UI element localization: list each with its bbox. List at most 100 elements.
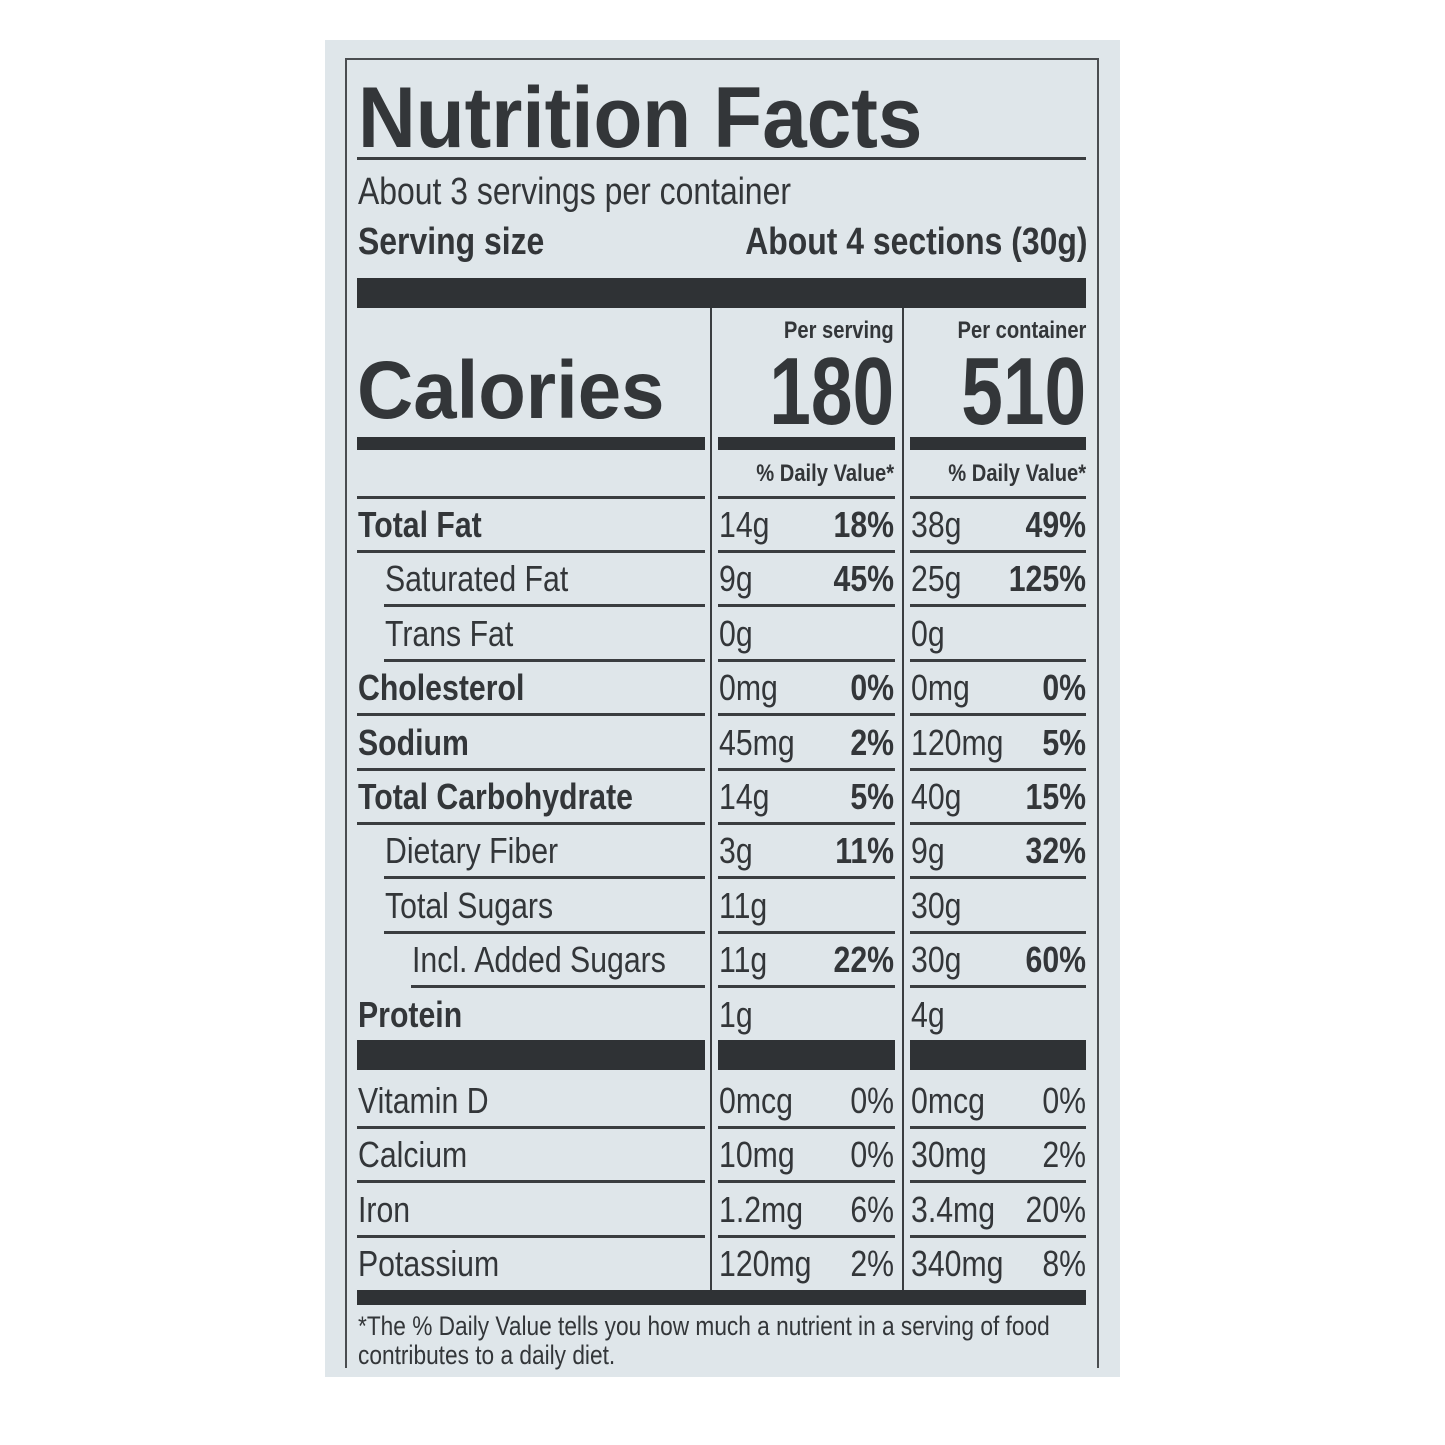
divider bbox=[718, 930, 895, 934]
calories-per-serving: 180 bbox=[718, 344, 894, 440]
serving-daily-value-text: 0% bbox=[850, 1080, 894, 1121]
container-daily-value-text: 8% bbox=[1042, 1243, 1086, 1285]
container-amount: 30mg bbox=[911, 1128, 1001, 1182]
nutrient-label: Total Fat bbox=[358, 498, 505, 552]
per-serving-text: Per serving bbox=[784, 317, 894, 344]
serving-amount: 3g bbox=[719, 824, 759, 878]
serving-amount: 14g bbox=[719, 770, 779, 824]
serving-size-value-text: About 4 sections (30g) bbox=[744, 221, 1087, 263]
container-amount-text: 0mcg bbox=[911, 1080, 985, 1121]
daily-value-header-container: % Daily Value* bbox=[910, 458, 1086, 490]
nutrient-label-text: Vitamin D bbox=[358, 1080, 489, 1121]
serving-daily-value: 22% bbox=[718, 933, 894, 987]
serving-daily-value: 0% bbox=[718, 1074, 894, 1128]
container-amount: 30g bbox=[911, 933, 971, 987]
container-amount: 0mcg bbox=[911, 1074, 999, 1128]
container-daily-value: 32% bbox=[910, 824, 1086, 878]
serving-amount-text: 1.2mg bbox=[719, 1188, 804, 1230]
divider bbox=[718, 496, 895, 499]
footnote: *The % Daily Value tells you how much a … bbox=[358, 1312, 1118, 1370]
nutrient-label: Protein bbox=[358, 988, 482, 1042]
serving-amount: 0mcg bbox=[719, 1074, 807, 1128]
nutrient-label-text: Potassium bbox=[358, 1243, 500, 1285]
serving-daily-value: 2% bbox=[718, 1237, 894, 1291]
container-amount-text: 120mg bbox=[911, 721, 1004, 763]
serving-daily-value-text: 11% bbox=[835, 830, 894, 872]
divider bbox=[357, 550, 705, 553]
serving-daily-value: 0% bbox=[718, 661, 894, 715]
serving-amount-text: 14g bbox=[719, 776, 770, 817]
serving-amount-text: 10mg bbox=[719, 1134, 795, 1176]
nutrient-label-text: Total Sugars bbox=[385, 884, 554, 926]
serving-daily-value-text: 6% bbox=[850, 1188, 894, 1230]
serving-amount: 9g bbox=[719, 552, 759, 606]
nutrient-label-text: Total Fat bbox=[358, 504, 482, 545]
thick-divider bbox=[718, 1040, 895, 1070]
container-amount-text: 40g bbox=[911, 776, 962, 817]
container-amount: 4g bbox=[911, 988, 951, 1042]
nutrient-label: Trans Fat bbox=[385, 607, 538, 661]
serving-amount: 0g bbox=[719, 607, 759, 661]
container-amount-text: 30g bbox=[911, 884, 962, 926]
divider bbox=[910, 767, 1086, 771]
serving-daily-value: 18% bbox=[718, 498, 894, 552]
nutrient-label: Sodium bbox=[358, 716, 490, 770]
container-daily-value: 125% bbox=[910, 552, 1086, 606]
divider bbox=[910, 822, 1086, 825]
serving-amount-text: 45mg bbox=[719, 721, 795, 763]
container-daily-value bbox=[910, 607, 1086, 661]
divider bbox=[910, 1180, 1086, 1184]
serving-amount: 11g bbox=[719, 933, 776, 987]
container-daily-value-text: 125% bbox=[1008, 558, 1086, 600]
container-amount-text: 30mg bbox=[911, 1134, 987, 1176]
per-container-label: Per container bbox=[910, 316, 1086, 346]
divider bbox=[718, 1234, 895, 1238]
divider bbox=[910, 713, 1086, 717]
daily-value-text: % Daily Value* bbox=[756, 460, 894, 487]
container-daily-value: 8% bbox=[910, 1237, 1086, 1291]
container-daily-value: 49% bbox=[910, 498, 1086, 552]
servings-per-container: About 3 servings per container bbox=[358, 170, 873, 214]
thick-divider bbox=[910, 1040, 1086, 1070]
container-amount: 0g bbox=[911, 607, 951, 661]
column-divider bbox=[710, 308, 712, 1290]
serving-daily-value bbox=[718, 607, 894, 661]
nutrient-label-text: Saturated Fat bbox=[385, 558, 569, 600]
daily-value-header-serving: % Daily Value* bbox=[718, 458, 894, 490]
serving-amount: 10mg bbox=[719, 1128, 809, 1182]
container-daily-value bbox=[910, 879, 1086, 933]
serving-size-value: About 4 sections (30g) bbox=[680, 220, 1087, 264]
divider bbox=[718, 550, 895, 553]
serving-amount-text: 11g bbox=[719, 939, 768, 981]
serving-amount: 0mg bbox=[719, 661, 789, 715]
divider bbox=[357, 1180, 705, 1184]
container-amount-text: 38g bbox=[911, 504, 962, 545]
serving-daily-value: 5% bbox=[718, 770, 894, 824]
container-daily-value: 60% bbox=[910, 933, 1086, 987]
container-amount: 9g bbox=[911, 824, 951, 878]
container-daily-value-text: 15% bbox=[1025, 776, 1086, 817]
serving-daily-value-text: 18% bbox=[833, 504, 894, 545]
divider bbox=[910, 496, 1086, 499]
container-amount: 40g bbox=[911, 770, 971, 824]
thick-divider bbox=[357, 1290, 1086, 1305]
container-daily-value: 20% bbox=[910, 1183, 1086, 1237]
divider bbox=[384, 930, 705, 934]
divider bbox=[718, 985, 895, 989]
calories-label: Calories bbox=[357, 346, 681, 436]
thick-divider bbox=[357, 1040, 705, 1070]
serving-daily-value: 0% bbox=[718, 1128, 894, 1182]
serving-daily-value: 45% bbox=[718, 552, 894, 606]
divider bbox=[718, 658, 895, 662]
serving-amount: 45mg bbox=[719, 716, 809, 770]
serving-amount-text: 0mcg bbox=[719, 1080, 793, 1121]
serving-amount: 120mg bbox=[719, 1237, 829, 1291]
serving-daily-value bbox=[718, 879, 894, 933]
serving-daily-value-text: 2% bbox=[850, 1243, 894, 1285]
container-amount: 3.4mg bbox=[911, 1183, 1011, 1237]
nutrient-label-text: Trans Fat bbox=[385, 612, 514, 654]
container-daily-value-text: 0% bbox=[1042, 667, 1086, 709]
container-daily-value: 2% bbox=[910, 1128, 1086, 1182]
divider bbox=[357, 767, 705, 771]
container-daily-value bbox=[910, 988, 1086, 1042]
